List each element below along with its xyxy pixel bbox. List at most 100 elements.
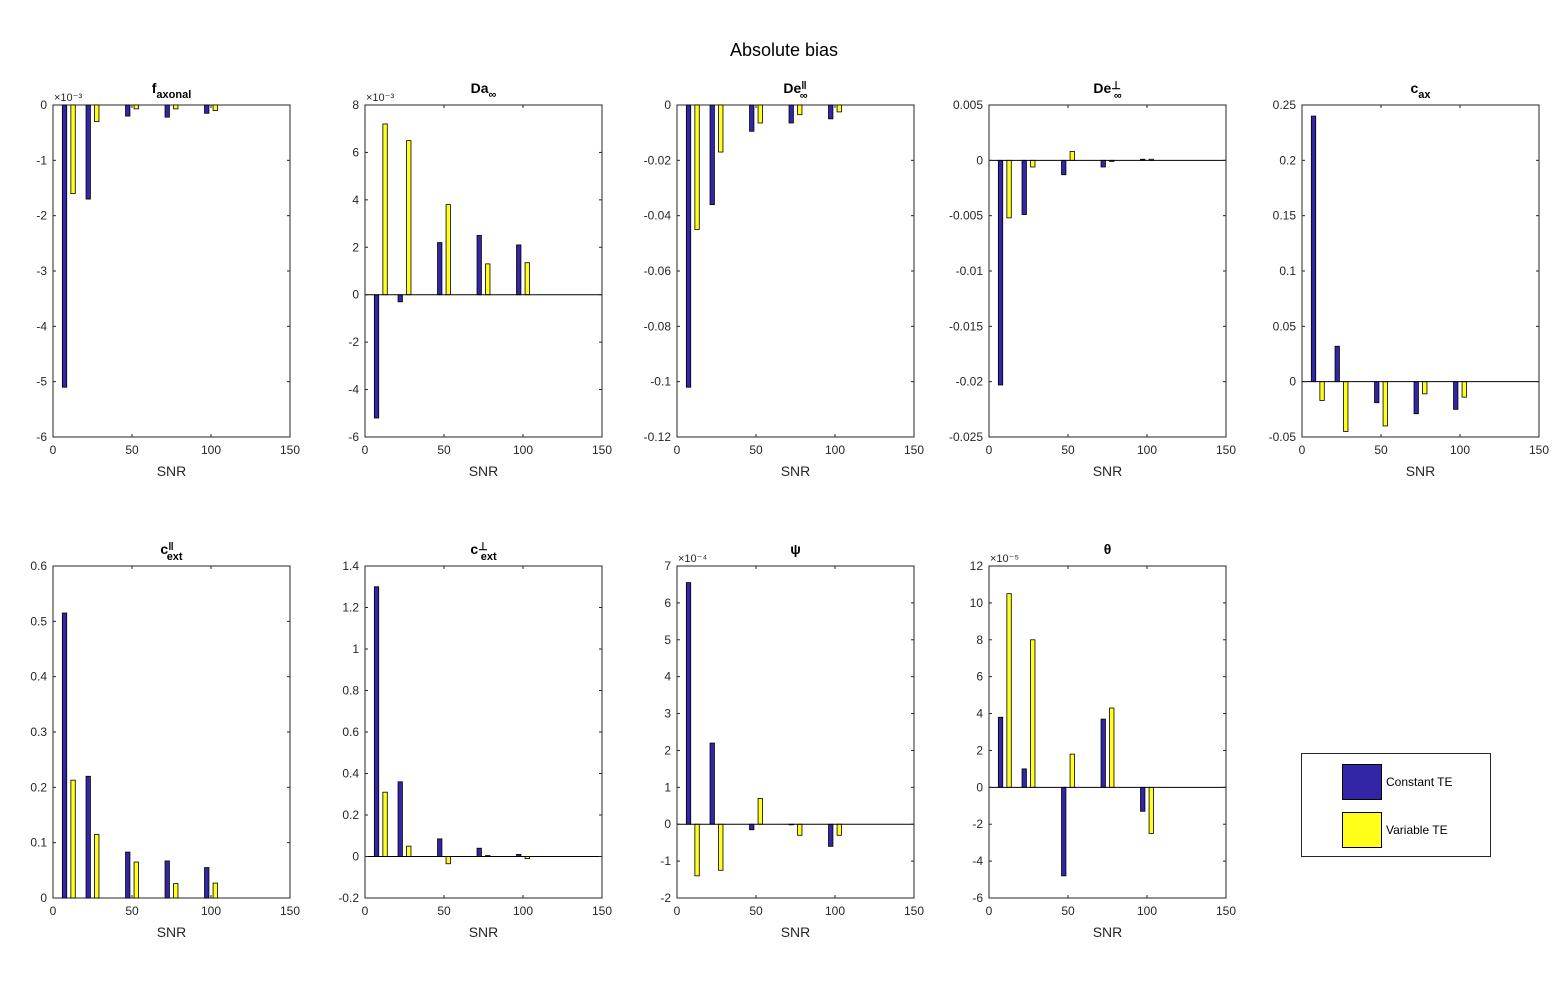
x-tick-label: 0 (986, 443, 993, 457)
bar-variable-te (757, 104, 763, 124)
bar-constant-te (397, 781, 403, 857)
x-tick-label: 50 (749, 904, 763, 918)
bar-variable-te (1148, 786, 1154, 834)
y-tick-label: 4 (664, 670, 671, 684)
y-tick-label: 0.4 (342, 767, 359, 781)
bar-variable-te (406, 845, 412, 857)
y-tick-label: 0 (1289, 375, 1296, 389)
bar-constant-te (125, 104, 131, 117)
bar-variable-te (836, 823, 842, 836)
bar-constant-te (997, 159, 1004, 386)
subplot-title: Da∞ (471, 80, 497, 101)
x-tick-label: 50 (1061, 904, 1075, 918)
y-tick-label: 0.15 (1273, 209, 1297, 223)
x-tick-label: 150 (280, 443, 300, 457)
subplot-title: De⊥ ∞ (1093, 80, 1122, 102)
y-tick-label: 6 (352, 145, 359, 159)
bar-variable-te (1319, 381, 1325, 401)
x-tick-label: 50 (1061, 443, 1075, 457)
x-tick-label: 150 (1216, 904, 1236, 918)
x-axis-label: SNR (469, 924, 499, 940)
y-tick-label: 0.1 (1279, 264, 1296, 278)
bar-variable-te (94, 104, 100, 123)
subplot-6: 0 0.1 0.2 0.3 0.4 0.5 0.6 0 50 100 150 SNR c‖ ext (30, 541, 300, 940)
x-tick-label: 100 (825, 904, 845, 918)
bar-constant-te (685, 582, 692, 825)
bar-variable-te (406, 140, 412, 296)
y-tick-label: 4 (352, 193, 359, 207)
y-tick-label: -0.1 (650, 375, 671, 389)
y-tick-label: 2 (664, 743, 671, 757)
x-tick-label: 0 (1299, 443, 1306, 457)
x-tick-label: 0 (362, 443, 369, 457)
y-tick-label: 0.6 (30, 559, 47, 573)
y-tick-label: 2 (976, 743, 983, 757)
bar-variable-te (797, 823, 803, 836)
figure-title: Absolute bias (729, 40, 839, 60)
subplot-title: c⊥ ext (470, 541, 497, 563)
x-tick-label: 100 (513, 904, 533, 918)
x-tick-label: 50 (1374, 443, 1388, 457)
y-tick-label: 0 (352, 288, 359, 302)
x-tick-label: 0 (50, 443, 57, 457)
y-tick-label: 1.2 (342, 601, 359, 615)
y-axis-exponent: ×10⁻⁵ (990, 553, 1019, 565)
bar-variable-te (1422, 381, 1428, 395)
y-tick-label: -6 (972, 891, 983, 905)
x-axis-label: SNR (469, 463, 499, 479)
bar-variable-te (173, 104, 179, 110)
subplot-3: -0.12 -0.1 -0.08 -0.06 -0.04 -0.02 0 0 50 100 150 S… (644, 80, 925, 479)
bar-variable-te (694, 823, 700, 877)
y-tick-label: 0.05 (1273, 319, 1297, 333)
bar-variable-te (212, 104, 218, 111)
y-tick-label: -1 (36, 153, 47, 167)
bar-variable-te (445, 856, 451, 865)
x-tick-label: 50 (125, 904, 139, 918)
bar-constant-te (828, 823, 834, 847)
y-tick-label: 0 (664, 98, 671, 112)
bar-variable-te (173, 883, 179, 899)
legend-item-constant-te: Constant TE (1342, 764, 1452, 800)
x-tick-label: 50 (125, 443, 139, 457)
y-tick-label: -2 (660, 891, 671, 905)
y-axis-exponent: ×10⁻⁴ (678, 553, 707, 565)
bar-constant-te (788, 104, 794, 124)
y-tick-label: -2 (972, 817, 983, 831)
y-tick-label: 0.2 (342, 808, 359, 822)
bar-variable-te (445, 204, 451, 296)
bar-variable-te (718, 104, 724, 153)
y-tick-label: 1.4 (342, 559, 359, 573)
y-tick-label: 0.4 (30, 670, 47, 684)
bar-constant-te (164, 104, 170, 118)
bar-variable-te (1343, 381, 1349, 432)
y-tick-label: -0.02 (644, 153, 672, 167)
plot-box (988, 104, 1227, 438)
bar-constant-te (685, 104, 692, 388)
plot-box (1301, 104, 1540, 438)
bar-constant-te (204, 104, 210, 114)
bar-variable-te (836, 104, 842, 113)
y-tick-label: 0 (40, 98, 47, 112)
x-tick-label: 50 (437, 443, 451, 457)
x-tick-label: 0 (674, 904, 681, 918)
bar-variable-te (382, 123, 388, 296)
y-tick-label: -6 (348, 430, 359, 444)
y-tick-label: 10 (970, 596, 984, 610)
bar-variable-te (133, 861, 139, 899)
x-tick-label: 150 (1529, 443, 1549, 457)
y-tick-label: 0 (664, 817, 671, 831)
x-tick-label: 100 (825, 443, 845, 457)
bar-constant-te (85, 775, 91, 899)
y-tick-label: 12 (970, 559, 984, 573)
y-tick-label: 0.2 (30, 780, 47, 794)
x-tick-label: 0 (50, 904, 57, 918)
bar-variable-te (524, 262, 530, 296)
subplot-1: -6 -5 -4 -3 -2 -1 0 0 50 100 150 SNR ×10⁻³ faxonal (36, 80, 300, 479)
legend-swatch-constant-te (1342, 764, 1382, 800)
y-tick-label: -6 (36, 430, 47, 444)
x-axis-label: SNR (1406, 463, 1436, 479)
y-tick-label: -4 (972, 854, 983, 868)
bar-variable-te (1461, 381, 1467, 398)
y-tick-label: -2 (348, 335, 359, 349)
